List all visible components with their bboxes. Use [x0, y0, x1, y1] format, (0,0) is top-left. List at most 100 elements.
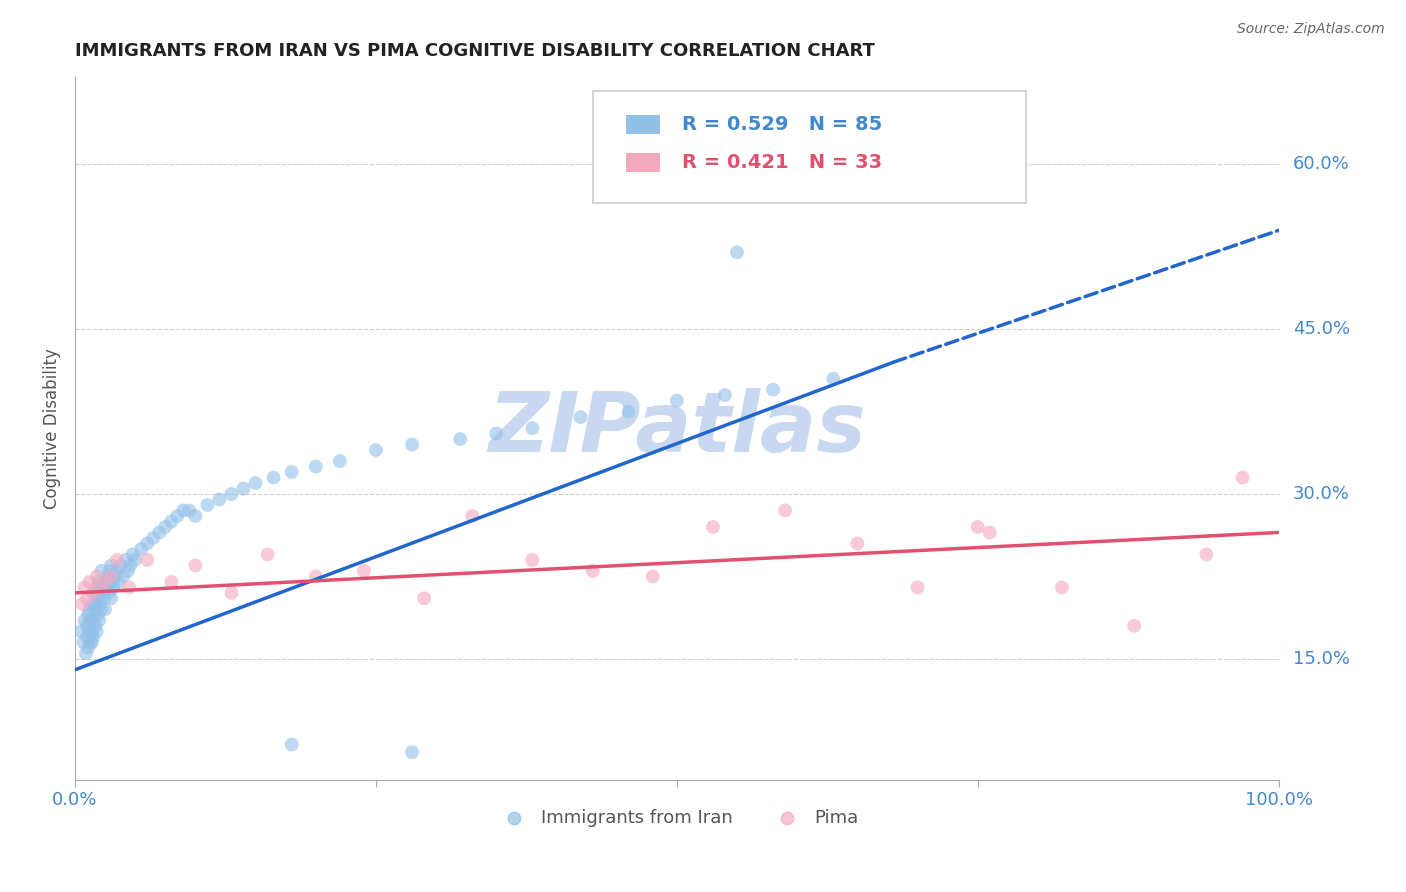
Point	[73, 613, 96, 627]
Point	[107, 574, 129, 589]
Point	[773, 503, 796, 517]
Point	[76, 619, 98, 633]
Point	[263, 470, 285, 484]
Point	[966, 520, 988, 534]
Text: 30.0%: 30.0%	[1294, 485, 1350, 503]
Text: 15.0%: 15.0%	[1294, 649, 1350, 668]
Point	[75, 646, 97, 660]
Point	[80, 624, 103, 639]
Point	[90, 564, 112, 578]
Point	[94, 574, 117, 589]
Point	[100, 558, 122, 573]
Point	[461, 508, 484, 523]
Point	[84, 619, 107, 633]
Point	[72, 635, 94, 649]
Point	[401, 745, 423, 759]
Point	[82, 597, 104, 611]
Point	[70, 624, 93, 639]
Point	[148, 525, 170, 540]
Point	[1232, 470, 1254, 484]
Point	[160, 574, 183, 589]
Point	[79, 624, 101, 639]
Point	[79, 613, 101, 627]
Point	[83, 586, 105, 600]
Point	[77, 607, 100, 622]
Point	[617, 404, 640, 418]
Point	[87, 580, 110, 594]
Point	[136, 536, 159, 550]
Point	[714, 388, 737, 402]
Point	[208, 492, 231, 507]
Point	[87, 574, 110, 589]
Point	[305, 459, 328, 474]
Point	[103, 580, 125, 594]
Point	[256, 548, 278, 562]
Point	[184, 558, 207, 573]
Point	[221, 586, 243, 600]
Point	[96, 569, 118, 583]
Text: R = 0.421   N = 33: R = 0.421 N = 33	[682, 153, 882, 172]
Point	[97, 586, 120, 600]
Point	[82, 613, 104, 627]
Legend: Immigrants from Iran, Pima: Immigrants from Iran, Pima	[488, 801, 865, 834]
Point	[80, 635, 103, 649]
Point	[280, 738, 302, 752]
Text: IMMIGRANTS FROM IRAN VS PIMA COGNITIVE DISABILITY CORRELATION CHART: IMMIGRANTS FROM IRAN VS PIMA COGNITIVE D…	[75, 42, 875, 60]
Point	[179, 503, 201, 517]
Point	[112, 569, 135, 583]
Text: 45.0%: 45.0%	[1294, 320, 1350, 338]
Point	[160, 515, 183, 529]
Point	[449, 432, 471, 446]
Point	[86, 580, 108, 594]
Text: 60.0%: 60.0%	[1294, 155, 1350, 173]
Point	[100, 591, 122, 606]
Point	[166, 508, 188, 523]
Point	[702, 520, 724, 534]
FancyBboxPatch shape	[592, 91, 1026, 203]
Point	[117, 564, 139, 578]
Point	[136, 553, 159, 567]
FancyBboxPatch shape	[626, 114, 659, 134]
Point	[90, 602, 112, 616]
Point	[1123, 619, 1146, 633]
Point	[105, 564, 128, 578]
Point	[155, 520, 177, 534]
Point	[221, 487, 243, 501]
Point	[413, 591, 436, 606]
Point	[1195, 548, 1218, 562]
Text: Source: ZipAtlas.com: Source: ZipAtlas.com	[1237, 22, 1385, 37]
Point	[485, 426, 508, 441]
Y-axis label: Cognitive Disability: Cognitive Disability	[44, 348, 60, 508]
Point	[93, 591, 115, 606]
Point	[84, 597, 107, 611]
Point	[569, 410, 592, 425]
Point	[94, 602, 117, 616]
Point	[142, 531, 165, 545]
Point	[305, 569, 328, 583]
Point	[105, 553, 128, 567]
Point	[79, 574, 101, 589]
Point	[121, 548, 143, 562]
FancyBboxPatch shape	[626, 153, 659, 172]
Point	[86, 624, 108, 639]
Point	[100, 569, 122, 583]
Point	[79, 602, 101, 616]
Point	[87, 607, 110, 622]
Point	[76, 630, 98, 644]
Point	[725, 245, 748, 260]
Text: ZIPatlas: ZIPatlas	[488, 388, 866, 468]
Point	[641, 569, 664, 583]
Point	[197, 498, 219, 512]
Point	[87, 613, 110, 627]
Point	[89, 580, 111, 594]
Point	[73, 580, 96, 594]
Point	[172, 503, 194, 517]
Point	[79, 635, 101, 649]
Point	[76, 591, 98, 606]
Point	[280, 465, 302, 479]
Point	[114, 553, 136, 567]
Point	[91, 586, 114, 600]
Point	[232, 482, 254, 496]
Point	[245, 476, 267, 491]
Point	[83, 602, 105, 616]
